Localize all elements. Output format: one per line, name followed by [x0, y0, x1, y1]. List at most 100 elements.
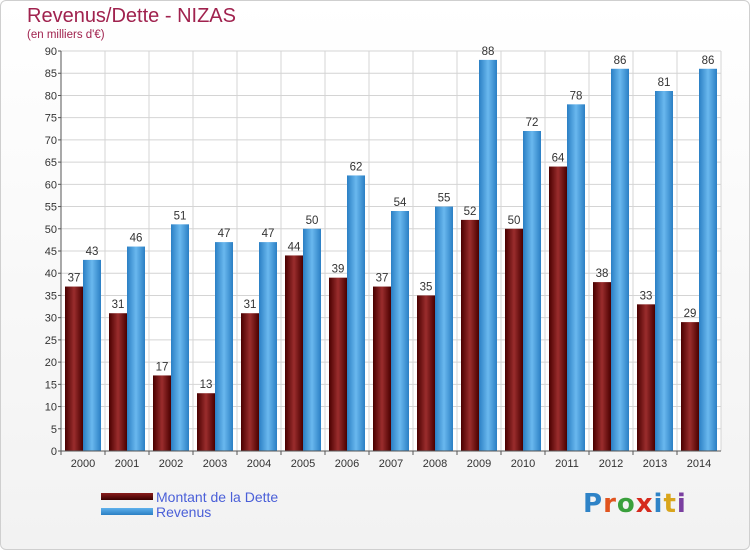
bar-debt: [285, 255, 303, 451]
y-tick-label: 75: [45, 113, 57, 125]
bar-revenue: [303, 228, 321, 451]
data-label-debt: 37: [68, 273, 81, 285]
proxiti-logo: Proxiti: [583, 489, 687, 519]
y-tick-label: 60: [45, 179, 57, 191]
data-label-revenue: 72: [526, 117, 539, 129]
logo-letter: o: [616, 489, 636, 519]
data-label-revenue: 86: [614, 55, 627, 67]
bar-debt: [197, 393, 215, 451]
data-label-debt: 37: [376, 273, 389, 285]
bar-debt: [153, 375, 171, 451]
data-label-debt: 31: [112, 299, 125, 311]
data-label-revenue: 51: [174, 210, 187, 222]
bar-debt: [593, 282, 611, 451]
data-label-debt: 17: [156, 361, 169, 373]
x-tick-label: 2004: [247, 458, 271, 470]
y-tick-label: 90: [45, 46, 57, 58]
data-label-debt: 33: [640, 290, 653, 302]
bar-revenue: [655, 91, 673, 451]
y-tick-label: 70: [45, 135, 57, 147]
bar-revenue: [699, 68, 717, 452]
bar-revenue: [83, 259, 101, 451]
x-tick-label: 2010: [511, 458, 535, 470]
bar-debt: [417, 295, 435, 451]
x-tick-label: 2009: [467, 458, 491, 470]
x-tick-label: 2013: [643, 458, 667, 470]
data-label-revenue: 43: [86, 246, 99, 258]
x-tick-label: 2011: [555, 458, 579, 470]
legend-swatch-debt: [101, 493, 153, 500]
bar-debt: [681, 322, 699, 451]
y-tick-label: 20: [45, 357, 57, 369]
x-tick-label: 2008: [423, 458, 447, 470]
data-label-revenue: 62: [350, 161, 363, 173]
data-label-revenue: 55: [438, 193, 451, 205]
y-tick-label: 40: [45, 268, 57, 280]
data-label-debt: 39: [332, 264, 345, 276]
logo-letter: i: [676, 489, 687, 519]
bar-revenue: [435, 206, 453, 451]
x-tick-label: 2007: [379, 458, 403, 470]
y-tick-label: 85: [45, 68, 57, 80]
bar-debt: [241, 313, 259, 451]
chart-subtitle: (en milliers d'€): [27, 29, 105, 41]
data-label-debt: 44: [288, 241, 301, 253]
data-label-debt: 31: [244, 299, 257, 311]
bar-debt: [637, 304, 655, 451]
bar-debt: [109, 313, 127, 451]
legend-label-revenue: Revenus: [156, 504, 212, 520]
x-tick-label: 2001: [115, 458, 139, 470]
bar-debt: [329, 277, 347, 451]
data-label-revenue: 78: [570, 90, 583, 102]
data-label-revenue: 54: [394, 197, 407, 209]
data-label-debt: 29: [684, 308, 697, 320]
bar-debt: [461, 219, 479, 451]
data-label-revenue: 47: [262, 228, 275, 240]
bar-revenue: [215, 242, 233, 451]
data-label-revenue: 81: [658, 77, 671, 89]
y-tick-label: 80: [45, 90, 57, 102]
y-tick-label: 0: [51, 446, 57, 458]
chart-title: Revenus/Dette - NIZAS: [27, 5, 236, 27]
x-tick-label: 2006: [335, 458, 359, 470]
bar-debt: [549, 166, 567, 452]
bar-revenue: [347, 175, 365, 451]
data-label-debt: 52: [464, 206, 477, 218]
x-tick-label: 2005: [291, 458, 315, 470]
y-tick-label: 25: [45, 335, 57, 347]
bar-debt: [65, 286, 83, 451]
data-label-debt: 13: [200, 379, 213, 391]
logo-letter: x: [635, 489, 654, 519]
logo-letter: P: [583, 489, 604, 519]
y-tick-label: 35: [45, 290, 57, 302]
y-tick-label: 5: [51, 424, 57, 436]
data-label-revenue: 88: [482, 46, 495, 58]
bar-revenue: [259, 242, 277, 451]
y-tick-label: 10: [45, 402, 57, 414]
y-tick-label: 30: [45, 313, 57, 325]
bar-revenue: [611, 68, 629, 452]
x-tick-label: 2003: [203, 458, 227, 470]
bar-debt: [505, 228, 523, 451]
bar-revenue: [391, 211, 409, 451]
y-tick-label: 50: [45, 224, 57, 236]
bar-revenue: [567, 104, 585, 451]
data-label-revenue: 50: [306, 215, 319, 227]
data-label-debt: 50: [508, 215, 521, 227]
x-tick-label: 2014: [687, 458, 711, 470]
data-label-revenue: 46: [130, 233, 143, 245]
data-label-revenue: 47: [218, 228, 231, 240]
bar-revenue: [171, 224, 189, 451]
y-tick-label: 45: [45, 246, 57, 258]
logo-letter: r: [603, 489, 617, 519]
bar-revenue: [479, 59, 497, 452]
x-tick-label: 2002: [159, 458, 183, 470]
x-tick-label: 2012: [599, 458, 623, 470]
legend-swatch-revenue: [101, 508, 153, 515]
data-label-debt: 64: [552, 153, 565, 165]
data-label-debt: 35: [420, 281, 433, 293]
logo-letter: i: [653, 489, 664, 519]
bar-revenue: [523, 131, 541, 451]
